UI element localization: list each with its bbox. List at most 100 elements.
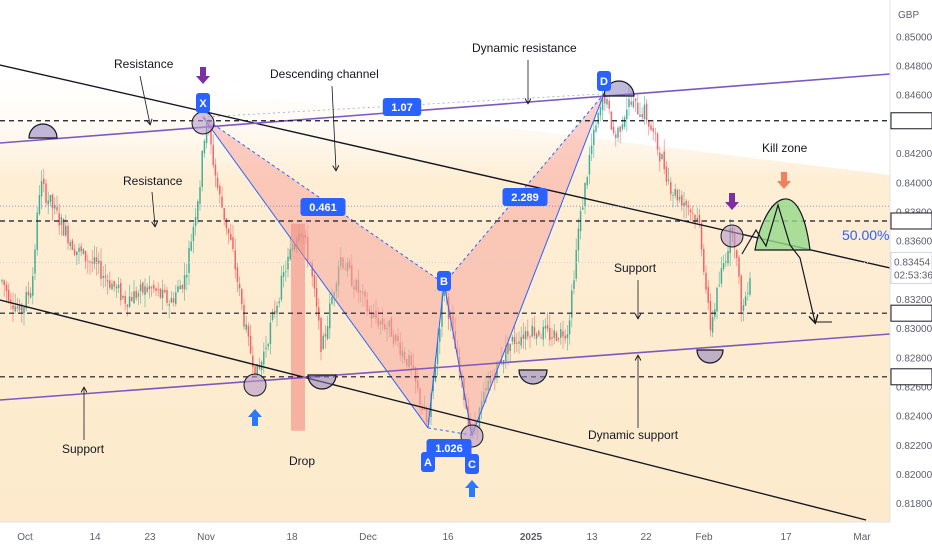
candle-body bbox=[720, 268, 723, 284]
point-badge-a bbox=[421, 452, 435, 472]
currency-label: GBP bbox=[898, 10, 919, 21]
ratio-badge bbox=[300, 198, 346, 216]
candle-body bbox=[128, 296, 131, 307]
candle-body bbox=[685, 200, 687, 206]
level-price-value: 0.83106 bbox=[894, 309, 931, 320]
y-tick-label: 0.82000 bbox=[896, 470, 932, 481]
candle-body bbox=[115, 286, 118, 289]
candle-body bbox=[190, 241, 192, 251]
candle-body bbox=[683, 202, 685, 206]
candle-body bbox=[571, 290, 573, 318]
level-price-tag bbox=[890, 112, 932, 130]
candle-body bbox=[573, 280, 575, 289]
candle-body bbox=[67, 225, 69, 244]
candle-body bbox=[500, 359, 503, 364]
y-tick-label: 0.82400 bbox=[896, 412, 932, 423]
candle-body bbox=[322, 335, 324, 350]
y-tick-label: 0.82200 bbox=[896, 441, 932, 452]
projection-path bbox=[741, 202, 815, 322]
candle-body bbox=[153, 284, 155, 289]
candle-body bbox=[69, 242, 71, 247]
candle-body bbox=[749, 278, 751, 295]
candle-body bbox=[599, 107, 602, 116]
candle-body bbox=[610, 111, 613, 130]
candle-body bbox=[674, 189, 676, 196]
candle-body bbox=[692, 212, 694, 214]
candle-body bbox=[443, 289, 445, 297]
candle-body bbox=[241, 289, 243, 305]
dynamic-resistance-line bbox=[0, 73, 891, 144]
candle-body bbox=[18, 304, 21, 311]
candle-body bbox=[161, 289, 164, 299]
leg-xa bbox=[202, 116, 429, 429]
candle-body bbox=[549, 327, 551, 341]
candle-body bbox=[166, 289, 168, 303]
candle-body bbox=[518, 341, 520, 344]
candle-body bbox=[329, 303, 331, 329]
candle-body bbox=[131, 296, 133, 302]
candle-body bbox=[665, 166, 668, 182]
candle-body bbox=[736, 250, 738, 258]
support-label-1: Support bbox=[614, 261, 657, 275]
candle-body bbox=[197, 201, 199, 220]
candle-body bbox=[252, 355, 254, 368]
top-bump-1 bbox=[28, 123, 58, 139]
candle-body bbox=[27, 291, 30, 296]
candle-body bbox=[124, 296, 126, 304]
candle-body bbox=[225, 218, 228, 229]
candle-body bbox=[648, 120, 650, 127]
candle-body bbox=[49, 195, 52, 202]
candle-body bbox=[45, 183, 47, 203]
point-badge-x bbox=[196, 93, 210, 113]
kill-zone-label: Kill zone bbox=[762, 141, 808, 155]
candle-body bbox=[542, 326, 544, 340]
candle-body bbox=[663, 151, 665, 170]
candle-body bbox=[142, 282, 144, 293]
candle-body bbox=[82, 249, 85, 254]
candle-body bbox=[320, 317, 322, 352]
y-tick-label: 0.82600 bbox=[896, 383, 932, 394]
candle-body bbox=[216, 177, 219, 188]
candle-body bbox=[709, 301, 712, 331]
x-tick-label: Dec bbox=[359, 532, 377, 543]
x-down-arrow bbox=[196, 67, 210, 84]
candle-body bbox=[267, 344, 269, 347]
dynamic-support-line bbox=[0, 333, 891, 401]
x-tick-label: 13 bbox=[586, 532, 598, 543]
candle-body bbox=[434, 365, 437, 382]
candle-body bbox=[744, 296, 747, 306]
candle-body bbox=[282, 272, 285, 277]
candle-body bbox=[568, 320, 571, 335]
pattern-point-labels: X A B C D bbox=[196, 71, 611, 474]
pattern-bcd-fill bbox=[444, 93, 604, 436]
x-tick-label: Mar bbox=[853, 532, 871, 543]
candle-body bbox=[76, 251, 78, 256]
candle-body bbox=[604, 93, 606, 104]
candle-body bbox=[643, 104, 646, 120]
fib-level-label: 50.00% bbox=[842, 227, 889, 243]
candle-body bbox=[122, 295, 124, 298]
x-tick-label: 17 bbox=[780, 532, 792, 543]
candle-body bbox=[656, 133, 659, 150]
candle-body bbox=[65, 225, 67, 236]
drop-bar bbox=[291, 223, 305, 431]
candle-body bbox=[210, 126, 212, 145]
candle-body bbox=[478, 407, 481, 429]
x-axis: Oct 14 23 Nov 18 Dec 16 2025 13 22 Feb 17 Mar bbox=[17, 532, 871, 543]
candle-body bbox=[577, 228, 580, 251]
candle-body bbox=[73, 249, 76, 255]
candle-body bbox=[238, 283, 241, 289]
candle-body bbox=[54, 205, 56, 209]
candle-body bbox=[133, 291, 135, 304]
bottom-bump-2 bbox=[518, 369, 548, 385]
leg-cd bbox=[471, 93, 605, 436]
candle-body bbox=[289, 249, 291, 260]
candle-body bbox=[21, 304, 23, 313]
candle-body bbox=[681, 195, 683, 206]
candle-body bbox=[628, 98, 630, 107]
candle-body bbox=[557, 338, 560, 340]
x-tick-label: Oct bbox=[17, 532, 33, 543]
candle-body bbox=[51, 194, 54, 209]
candle-body bbox=[630, 101, 632, 105]
candle-body bbox=[326, 326, 329, 339]
